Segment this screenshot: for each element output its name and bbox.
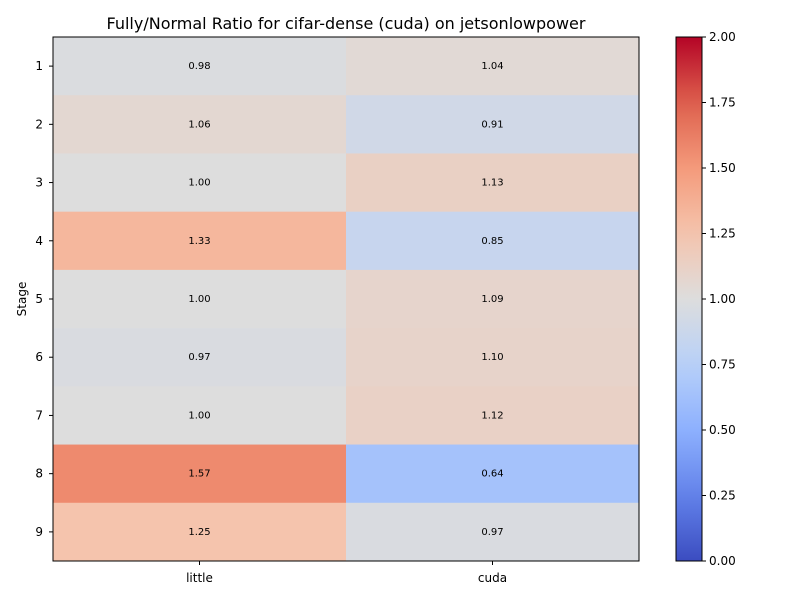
cell-value-label: 1.25	[188, 527, 210, 538]
colorbar-tick-label: 1.00	[709, 292, 736, 306]
colorbar-tick-label: 0.25	[709, 489, 736, 503]
cell-value-label: 0.85	[481, 236, 503, 247]
cell-value-label: 0.97	[188, 352, 210, 363]
heatmap-cell	[346, 95, 640, 154]
y-tick-label: 7	[35, 408, 43, 422]
heatmap-cell	[346, 37, 640, 96]
cell-value-label: 0.97	[481, 527, 503, 538]
colorbar-tick-label: 1.50	[709, 161, 736, 175]
heatmap-cell	[346, 211, 640, 271]
cell-value-label: 1.33	[188, 236, 210, 247]
heatmap-cells	[53, 37, 640, 562]
y-tick-label: 4	[35, 234, 43, 248]
x-axis-ticks: little cuda	[186, 561, 507, 585]
cell-value-label: 1.00	[188, 294, 210, 305]
cell-value-label: 0.64	[481, 469, 503, 480]
y-tick-label: 8	[35, 467, 43, 481]
heatmap-cell	[53, 502, 347, 562]
cell-value-label: 1.09	[481, 294, 503, 305]
heatmap-cell	[53, 444, 347, 504]
colorbar-ticks: 0.00 0.25 0.50 0.75 1.00 1.25 1.50 1.75 2.00	[702, 30, 736, 568]
cell-value-label: 0.91	[481, 119, 503, 130]
y-tick-label: 6	[35, 350, 43, 364]
y-tick-label: 1	[35, 59, 43, 73]
colorbar-tick-label: 0.50	[709, 423, 736, 437]
chart-title: Fully/Normal Ratio for cifar-dense (cuda…	[107, 14, 586, 33]
colorbar-tick-label: 0.00	[709, 554, 736, 568]
cell-value-label: 1.06	[188, 119, 210, 130]
heatmap-cell	[346, 502, 640, 562]
y-tick-label: 9	[35, 525, 43, 539]
y-tick-label: 3	[35, 176, 43, 190]
y-tick-label: 2	[35, 117, 43, 131]
colorbar-tick-label: 1.25	[709, 227, 736, 241]
cell-value-label: 1.00	[188, 178, 210, 189]
heatmap-cell	[346, 444, 640, 504]
x-tick-label: cuda	[478, 571, 507, 585]
cell-value-label: 1.57	[188, 469, 210, 480]
y-tick-label: 5	[35, 292, 43, 306]
y-axis-ticks: 1 2 3 4 5 6 7 8 9	[35, 59, 53, 539]
y-axis-label: Stage	[15, 282, 29, 317]
cell-value-label: 1.00	[188, 410, 210, 421]
x-tick-label: little	[186, 571, 213, 585]
heatmap-cell	[53, 386, 347, 446]
heatmap-cell	[346, 269, 640, 329]
heatmap-cell	[53, 153, 347, 213]
heatmap-cell	[346, 386, 640, 446]
cell-value-label: 1.04	[481, 61, 503, 72]
heatmap-cell	[53, 37, 347, 96]
cell-value-label: 0.98	[188, 61, 210, 72]
colorbar-tick-label: 1.75	[709, 96, 736, 110]
heatmap-cell	[53, 269, 347, 329]
heatmap-cell	[53, 211, 347, 271]
heatmap-cell	[53, 328, 347, 387]
heatmap-cell	[346, 153, 640, 213]
cell-value-label: 1.12	[481, 410, 503, 421]
heatmap-cell	[346, 328, 640, 387]
cell-value-label: 1.13	[481, 178, 503, 189]
cell-value-label: 1.10	[481, 352, 503, 363]
colorbar-tick-label: 0.75	[709, 358, 736, 372]
colorbar: 0.00 0.25 0.50 0.75 1.00 1.25 1.50 1.75 2.00	[675, 30, 736, 568]
heatmap-cell	[53, 95, 347, 154]
colorbar-tick-label: 2.00	[709, 30, 736, 44]
colorbar-gradient	[676, 37, 702, 561]
cell-labels: 0.98 1.04 1.06 0.91 1.00 1.13 1.33 0.85 1.00 1.09…	[188, 61, 503, 538]
